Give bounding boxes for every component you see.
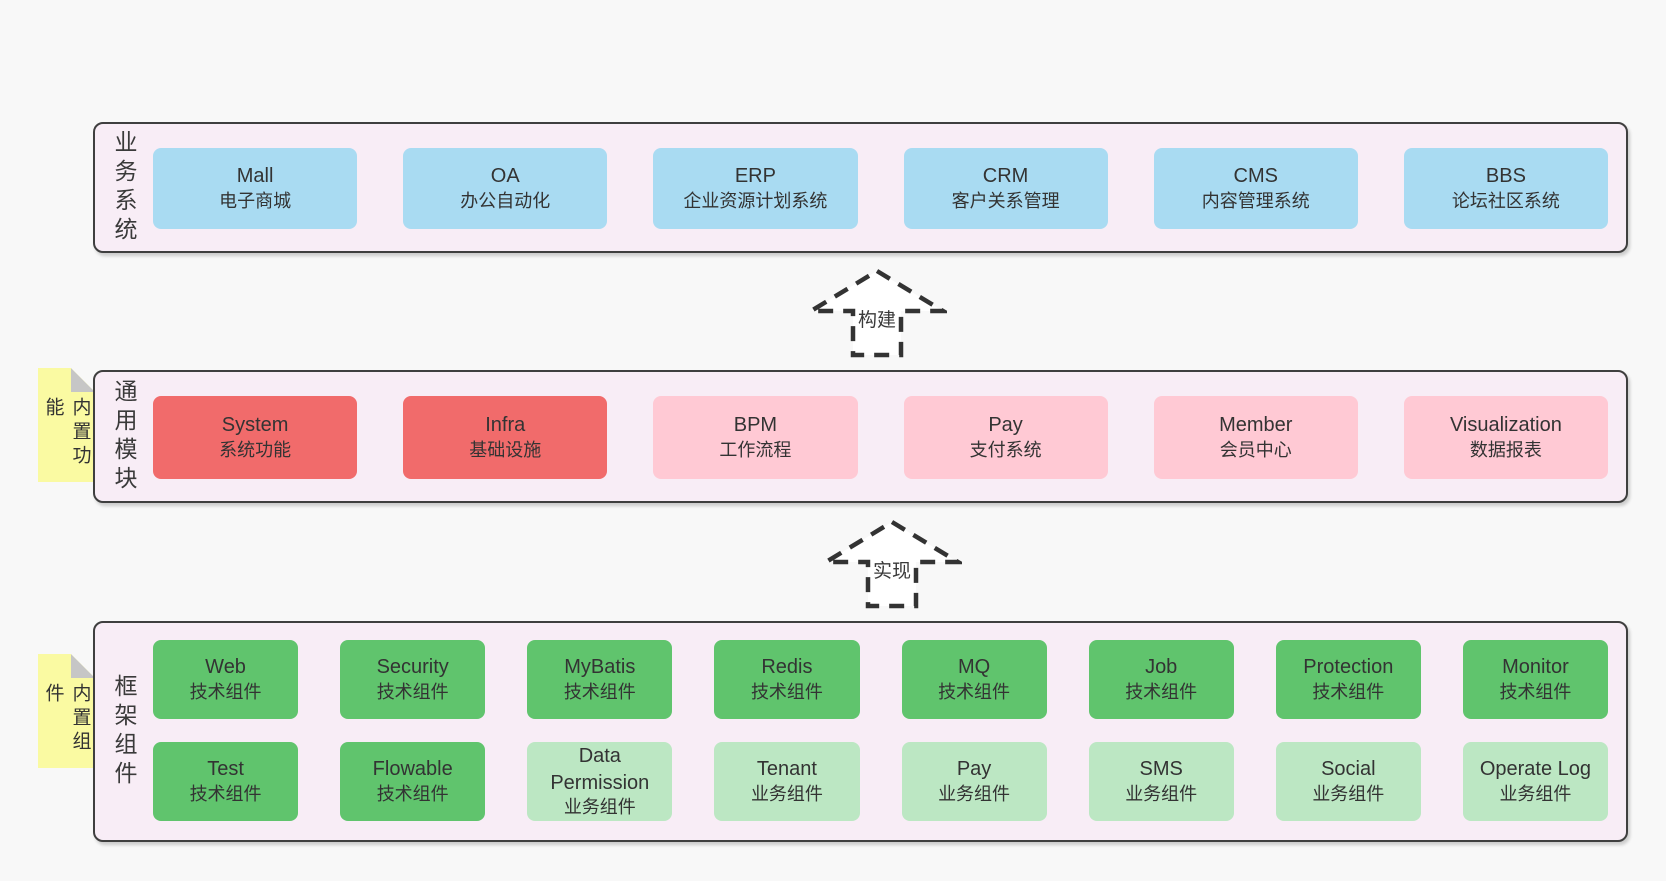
arrow-label: 实现	[873, 560, 911, 582]
box-sms: SMS 业务组件	[1088, 742, 1234, 821]
build-arrow-icon: 构建	[807, 268, 947, 358]
box-bpm: BPM 工作流程	[653, 396, 858, 479]
box-data-permission: Data Permission 业务组件	[527, 742, 673, 821]
box-mybatis: MyBatis 技术组件	[527, 640, 673, 719]
section-title: 框架组件	[111, 673, 137, 790]
component-boxes: Web 技术组件 Security 技术组件 MyBatis 技术组件 Redi…	[153, 623, 1626, 840]
section-title: 通用模块	[111, 378, 137, 495]
tag-label: 内置功能	[42, 397, 91, 469]
box-erp: ERP 企业资源计划系统	[653, 148, 858, 229]
module-boxes: System 系统功能 Infra 基础设施 BPM 工作流程 Pay 支付系统…	[153, 372, 1626, 501]
box-pay-component: Pay 业务组件	[901, 742, 1047, 821]
box-crm: CRM 客户关系管理	[903, 148, 1108, 229]
section-framework-components: 框架组件 Web 技术组件 Security 技术组件 MyBatis 技术组件…	[93, 621, 1628, 842]
section-business-systems: 业务系统 Mall 电子商城 OA 办公自动化 ERP 企业资源计划系统 CRM…	[93, 122, 1628, 253]
arrow-label: 构建	[858, 309, 896, 331]
box-tenant: Tenant 业务组件	[714, 742, 860, 821]
box-flowable: Flowable 技术组件	[340, 742, 486, 821]
builtin-components-tag: 内置组件	[38, 654, 95, 768]
builtin-features-tag: 内置功能	[38, 368, 95, 482]
box-redis: Redis 技术组件	[714, 640, 860, 719]
box-mall: Mall 电子商城	[153, 148, 358, 229]
business-boxes: Mall 电子商城 OA 办公自动化 ERP 企业资源计划系统 CRM 客户关系…	[153, 124, 1626, 251]
box-infra: Infra 基础设施	[403, 396, 608, 479]
box-test: Test 技术组件	[153, 742, 299, 821]
box-operate-log: Operate Log 业务组件	[1462, 742, 1608, 821]
box-monitor: Monitor 技术组件	[1462, 640, 1608, 719]
box-system: System 系统功能	[153, 396, 358, 479]
section-common-modules: 通用模块 System 系统功能 Infra 基础设施 BPM 工作流程 Pay…	[93, 370, 1628, 503]
box-web: Web 技术组件	[153, 640, 299, 719]
box-visualization: Visualization 数据报表	[1403, 396, 1608, 479]
box-bbs: BBS 论坛社区系统	[1403, 148, 1608, 229]
box-member: Member 会员中心	[1153, 396, 1358, 479]
box-social: Social 业务组件	[1275, 742, 1421, 821]
box-cms: CMS 内容管理系统	[1153, 148, 1358, 229]
box-mq: MQ 技术组件	[901, 640, 1047, 719]
section-title: 业务系统	[111, 129, 137, 246]
box-pay: Pay 支付系统	[903, 396, 1108, 479]
implement-arrow-icon: 实现	[822, 519, 962, 609]
folded-corner-icon	[71, 368, 95, 392]
folded-corner-icon	[71, 654, 95, 678]
box-security: Security 技术组件	[340, 640, 486, 719]
box-job: Job 技术组件	[1088, 640, 1234, 719]
box-protection: Protection 技术组件	[1275, 640, 1421, 719]
tag-label: 内置组件	[42, 683, 91, 755]
box-oa: OA 办公自动化	[403, 148, 608, 229]
